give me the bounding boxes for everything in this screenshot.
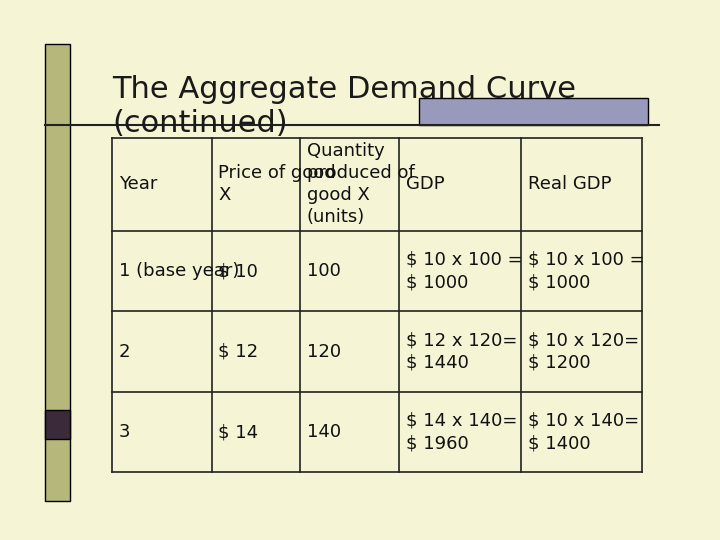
Text: $ 10 x 100 =
$ 1000: $ 10 x 100 = $ 1000 [528,251,644,291]
Text: 2: 2 [119,342,130,361]
FancyBboxPatch shape [45,410,71,439]
Text: $ 10 x 140=
$ 1400: $ 10 x 140= $ 1400 [528,412,639,452]
Text: Quantity
produced of
good X
(units): Quantity produced of good X (units) [307,142,415,226]
Text: 3: 3 [119,423,130,441]
Text: Year: Year [119,175,158,193]
Text: $ 14: $ 14 [218,423,258,441]
Text: 100: 100 [307,262,341,280]
Text: $ 10 x 100 =
$ 1000: $ 10 x 100 = $ 1000 [406,251,523,291]
Text: 140: 140 [307,423,341,441]
Text: GDP: GDP [406,175,445,193]
Text: $ 14 x 140=
$ 1960: $ 14 x 140= $ 1960 [406,412,518,452]
Text: The Aggregate Demand Curve
(continued): The Aggregate Demand Curve (continued) [112,75,576,138]
FancyBboxPatch shape [419,98,648,125]
Text: Real GDP: Real GDP [528,175,611,193]
Text: Price of good
X: Price of good X [218,164,336,204]
FancyBboxPatch shape [45,44,71,501]
Text: 120: 120 [307,342,341,361]
Text: $ 10: $ 10 [218,262,258,280]
Text: $ 10 x 120=
$ 1200: $ 10 x 120= $ 1200 [528,332,639,372]
Text: $ 12: $ 12 [218,342,258,361]
Text: $ 12 x 120=
$ 1440: $ 12 x 120= $ 1440 [406,332,518,372]
Text: 1 (base year): 1 (base year) [119,262,239,280]
